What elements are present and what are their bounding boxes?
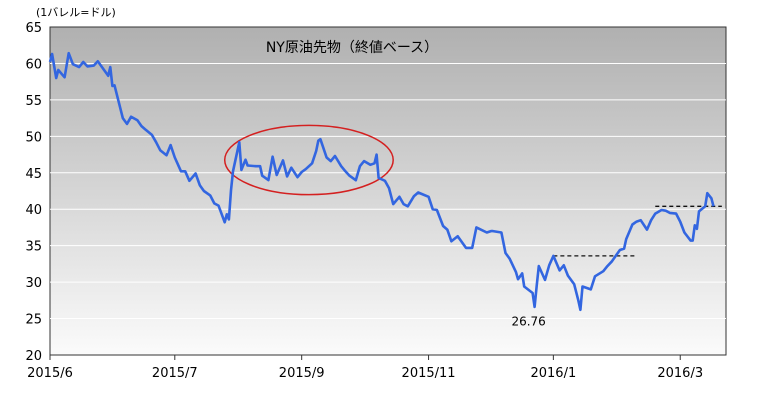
x-tick-label: 2015/6 [27, 366, 73, 381]
y-tick-label: 50 [25, 130, 42, 145]
x-tick-label: 2016/1 [530, 366, 576, 381]
y-tick-label: 45 [25, 167, 42, 182]
price-series-line [48, 51, 715, 312]
x-tick-label: 2015/11 [402, 366, 456, 381]
unit-label: (1バレル=ドル) [36, 6, 116, 19]
plot-area [49, 26, 727, 356]
x-axis: 2015/6 2015/7 2015/9 2015/11 2016/1 2016/3 [27, 355, 703, 381]
min-value-label: 26.76 [511, 315, 545, 329]
y-tick-label: 40 [25, 203, 42, 218]
y-tick-label: 35 [25, 240, 42, 255]
x-tick-label: 2015/7 [152, 366, 198, 381]
y-tick-label: 55 [25, 94, 42, 109]
x-tick-label: 2016/3 [657, 366, 703, 381]
y-tick-label: 30 [25, 276, 42, 291]
y-axis: 20 25 30 35 40 45 50 55 60 65 [25, 21, 42, 364]
chart-title: NY原油先物（終値ベース） [266, 40, 438, 56]
highlight-ellipse [223, 124, 394, 196]
y-tick-label: 25 [25, 313, 42, 328]
x-tick-label: 2015/9 [279, 366, 325, 381]
y-tick-label: 20 [25, 349, 42, 364]
y-tick-label: 65 [25, 21, 42, 36]
y-tick-label: 60 [25, 57, 42, 72]
